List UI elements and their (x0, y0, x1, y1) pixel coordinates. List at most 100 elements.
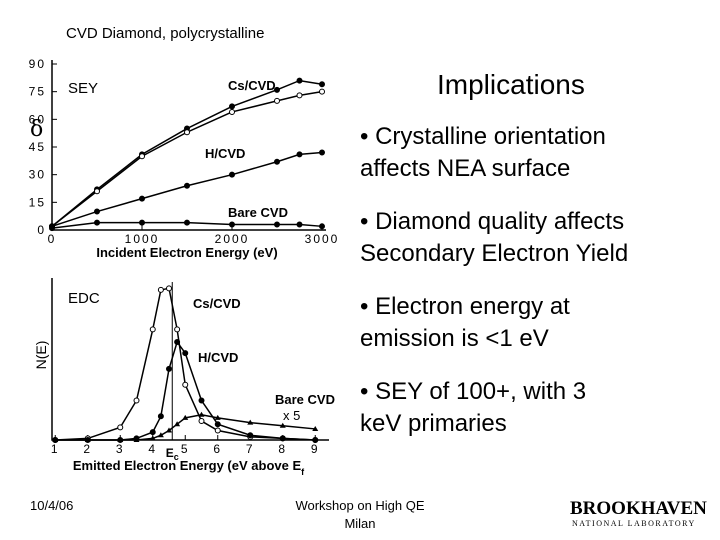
point (274, 221, 280, 228)
point (182, 381, 189, 388)
point (157, 432, 164, 438)
point (157, 286, 164, 293)
x-tick-label: 2000 (215, 232, 250, 246)
logo-sub: NATIONAL LABORATORY (572, 519, 696, 528)
point (157, 413, 164, 420)
point (117, 424, 124, 431)
panel-label: EDC (68, 290, 100, 307)
point (312, 425, 319, 431)
y-tick-label: 75 (29, 85, 46, 99)
point (149, 435, 156, 441)
ec-label: Ec (166, 446, 179, 462)
point (319, 223, 325, 230)
series-label: H/CVD (205, 146, 245, 161)
point (182, 350, 189, 357)
point (296, 151, 303, 158)
annotation: x 5 (283, 408, 300, 423)
x-tick-label: 0 (48, 232, 57, 246)
point (94, 208, 100, 215)
point (198, 418, 205, 425)
point (296, 221, 303, 228)
x-tick-label: 5 (181, 442, 190, 456)
bullet-text: keV primaries (360, 410, 507, 437)
point (139, 219, 145, 226)
point (312, 437, 319, 443)
y-tick-label: 0 (37, 223, 46, 237)
x-axis-label-text: Incident Electron Energy (eV) (96, 245, 277, 260)
point (149, 326, 156, 333)
point (52, 437, 59, 442)
bullet-text: emission is <1 eV (360, 325, 549, 352)
point (296, 92, 303, 99)
point (94, 188, 100, 195)
series-line (55, 287, 316, 441)
series-line (51, 151, 323, 228)
x-tick-label: 1 (51, 442, 60, 456)
point (198, 397, 205, 404)
series-line (55, 413, 316, 441)
point (166, 427, 172, 433)
point (133, 437, 140, 442)
ec-label-sub: c (174, 452, 179, 462)
series-line (51, 90, 323, 227)
y-axis-label: N(E) (33, 341, 49, 370)
slide-title: CVD Diamond, polycrystalline (66, 25, 264, 42)
point (229, 108, 235, 115)
x-axis-label-sub: f (301, 467, 305, 477)
logo: BROOKHAVEN (570, 498, 707, 519)
bullet-text: • SEY of 100+, with 3 (360, 378, 586, 405)
point (279, 422, 286, 428)
point (49, 225, 55, 232)
point (139, 195, 145, 202)
point (229, 171, 235, 178)
bullet-text: affects NEA surface (360, 155, 570, 182)
y-tick-label: 30 (29, 168, 46, 182)
point (198, 411, 205, 417)
point (117, 437, 124, 442)
x-tick-label: 2 (83, 442, 92, 456)
x-tick-label: 6 (213, 442, 222, 456)
x-axis-label-text: Emitted Electron Energy (eV above E (73, 458, 302, 473)
series-line (51, 79, 323, 227)
point (229, 221, 235, 228)
series-line (51, 221, 323, 229)
axis (51, 278, 329, 441)
series-label: Cs/CVD (193, 296, 241, 311)
point (166, 285, 172, 292)
point (184, 129, 190, 136)
point (184, 182, 190, 189)
footer-text: Workshop on High QE (295, 498, 424, 513)
point (94, 219, 100, 226)
heading: Implications (437, 69, 585, 100)
bullet-text: • Electron energy at (360, 293, 570, 320)
point (174, 326, 181, 333)
point (139, 153, 145, 160)
y-tick-label: 15 (29, 195, 46, 209)
bullet-text: • Crystalline orientation (360, 123, 606, 150)
y-tick-label: 90 (29, 57, 46, 71)
point (319, 81, 325, 88)
panel-label: SEY (68, 80, 98, 97)
point (247, 419, 254, 425)
point (184, 219, 190, 226)
bullet-text: • Diamond quality affects (360, 208, 624, 235)
point (229, 103, 235, 110)
point (149, 429, 156, 436)
point (274, 97, 280, 104)
point (247, 432, 254, 439)
point (214, 421, 221, 428)
x-tick-label: 7 (246, 442, 255, 456)
point (319, 88, 325, 95)
y-axis-label: δ (30, 117, 43, 142)
x-tick-label: 3000 (305, 232, 340, 246)
x-tick-label: 1000 (125, 232, 160, 246)
y-tick-label: 60 (29, 112, 46, 126)
x-axis-label: Incident Electron Energy (eV) (96, 245, 277, 260)
point (133, 397, 140, 404)
point (84, 437, 91, 442)
x-axis-label: Emitted Electron Energy (eV above Ef (73, 458, 305, 477)
point (174, 421, 181, 427)
point (214, 427, 221, 434)
series-label: H/CVD (198, 350, 238, 365)
series-label: Bare CVD (228, 205, 288, 220)
